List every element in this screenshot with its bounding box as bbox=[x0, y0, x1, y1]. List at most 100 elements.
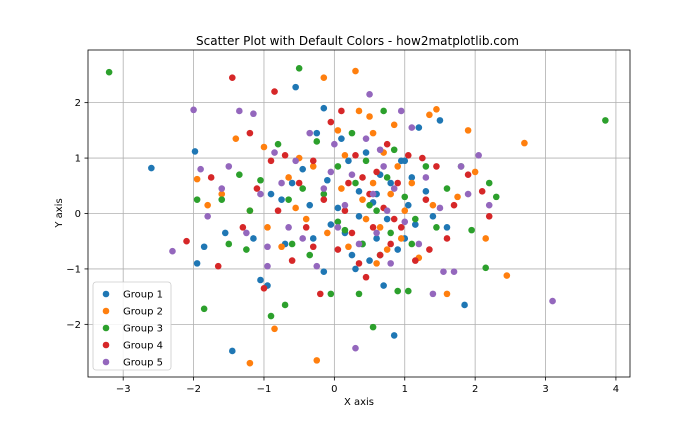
scatter-point bbox=[404, 152, 412, 159]
scatter-point bbox=[228, 347, 236, 355]
scatter-point bbox=[415, 124, 423, 131]
scatter-point bbox=[204, 201, 211, 209]
scatter-point bbox=[394, 179, 402, 187]
scatter-point bbox=[243, 229, 250, 237]
scatter-point bbox=[148, 164, 155, 172]
scatter-point bbox=[334, 224, 342, 231]
scatter-point bbox=[320, 104, 328, 112]
scatter-point bbox=[401, 157, 409, 165]
scatter-point bbox=[355, 290, 363, 298]
scatter-point bbox=[348, 251, 356, 259]
scatter-point bbox=[193, 260, 201, 267]
scatter-point bbox=[369, 224, 377, 231]
scatter-point bbox=[320, 185, 328, 192]
x-tick-label: −3 bbox=[116, 384, 131, 395]
scatter-point bbox=[397, 224, 405, 231]
scatter-point bbox=[383, 140, 391, 148]
scatter-point bbox=[338, 185, 345, 192]
x-tick-label: 0 bbox=[331, 384, 337, 395]
scatter-point bbox=[320, 268, 328, 275]
scatter-point bbox=[471, 168, 479, 176]
scatter-point bbox=[380, 107, 387, 115]
scatter-point bbox=[433, 106, 440, 113]
axis-ticks: −3 −2 −1 0 1 2 3 4 −2 −1 0 1 2 bbox=[66, 98, 619, 395]
scatter-point bbox=[218, 190, 226, 198]
scatter-point bbox=[309, 243, 317, 251]
scatter-point bbox=[352, 344, 359, 352]
scatter-point bbox=[355, 212, 363, 220]
scatter-point bbox=[390, 215, 398, 223]
scatter-point bbox=[380, 282, 387, 289]
scatter-point bbox=[288, 179, 296, 187]
scatter-point bbox=[390, 146, 398, 154]
scatter-point bbox=[390, 185, 398, 192]
scatter-point bbox=[278, 179, 285, 187]
scatter-point bbox=[313, 357, 321, 364]
legend-marker bbox=[102, 341, 110, 349]
scatter-point bbox=[383, 215, 391, 223]
legend-label: Group 4 bbox=[123, 341, 163, 352]
x-tick-label: −1 bbox=[257, 384, 272, 395]
scatter-point bbox=[295, 179, 303, 187]
scatter-point bbox=[250, 235, 257, 242]
scatter-point bbox=[401, 193, 409, 201]
scatter-point bbox=[376, 146, 384, 154]
scatter-point bbox=[369, 129, 377, 137]
scatter-point bbox=[278, 196, 285, 203]
scatter-point bbox=[214, 262, 222, 270]
scatter-point bbox=[295, 64, 303, 72]
scatter-point bbox=[345, 157, 352, 165]
scatter-point bbox=[355, 240, 363, 248]
scatter-point bbox=[362, 135, 370, 142]
scatter-point bbox=[429, 212, 437, 220]
scatter-point bbox=[443, 224, 451, 231]
scatter-point bbox=[408, 179, 416, 187]
scatter-point bbox=[464, 171, 472, 179]
scatter-point bbox=[285, 224, 292, 231]
scatter-point bbox=[383, 174, 391, 181]
scatter-point bbox=[334, 246, 342, 253]
scatter-point bbox=[313, 129, 321, 137]
scatter-point bbox=[232, 135, 240, 142]
scatter-point bbox=[387, 260, 394, 267]
scatter-point bbox=[169, 247, 176, 255]
scatter-point bbox=[221, 229, 229, 237]
scatter-point bbox=[394, 246, 402, 253]
scatter-point bbox=[397, 107, 405, 115]
scatter-point bbox=[334, 127, 342, 134]
scatter-point bbox=[369, 190, 377, 198]
scatter-point bbox=[225, 163, 233, 170]
scatter-point bbox=[376, 224, 384, 231]
scatter-point bbox=[309, 163, 317, 170]
scatter-point bbox=[341, 226, 349, 234]
scatter-point bbox=[257, 176, 264, 184]
scatter-point bbox=[218, 185, 226, 192]
scatter-point bbox=[281, 301, 289, 309]
scatter-point bbox=[292, 157, 299, 165]
scatter-point bbox=[327, 168, 335, 176]
scatter-point bbox=[408, 174, 416, 181]
scatter-point bbox=[373, 260, 380, 267]
scatter-point bbox=[306, 251, 314, 259]
scatter-point bbox=[450, 201, 458, 209]
scatter-point bbox=[302, 224, 310, 231]
scatter-point bbox=[366, 257, 373, 264]
scatter-point bbox=[320, 190, 328, 198]
scatter-point bbox=[362, 273, 370, 281]
scatter-point bbox=[288, 240, 296, 248]
scatter-point bbox=[422, 188, 430, 195]
scatter-point bbox=[334, 218, 342, 226]
scatter-point bbox=[236, 171, 243, 179]
scatter-point bbox=[387, 229, 394, 237]
scatter-point bbox=[433, 224, 440, 231]
scatter-point bbox=[468, 226, 475, 234]
scatter-point bbox=[331, 140, 338, 148]
scatter-point bbox=[359, 196, 366, 203]
scatter-point bbox=[457, 163, 465, 170]
y-axis-label: Y axis bbox=[54, 198, 65, 228]
legend-marker bbox=[102, 307, 110, 315]
scatter-point bbox=[324, 229, 331, 237]
scatter-point bbox=[306, 201, 314, 209]
scatter-point bbox=[257, 276, 264, 284]
